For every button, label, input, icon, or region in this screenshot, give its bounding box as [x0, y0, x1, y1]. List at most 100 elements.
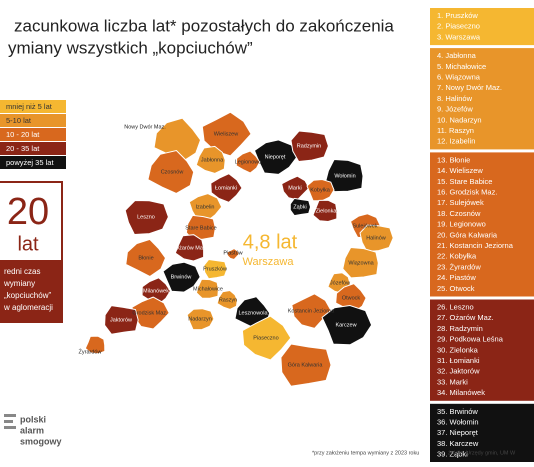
ranking-item: 19. Legionowo: [437, 220, 486, 229]
logo-icon: [4, 414, 16, 417]
region: [104, 305, 139, 335]
ranking-item: 17. Sulejówek: [437, 198, 484, 207]
ranking-item: 18. Czosnów: [437, 209, 481, 218]
center-value: 4,8 lat: [243, 231, 298, 253]
region-label: Piastów: [223, 250, 242, 256]
region: [342, 246, 379, 279]
ranking-group: [430, 152, 534, 297]
ranking-item: 33. Marki: [437, 377, 468, 386]
region-label: Piaseczno: [253, 335, 278, 341]
logo: [4, 414, 16, 429]
region: [216, 289, 238, 310]
region: [141, 277, 171, 305]
average-value: 20: [7, 191, 49, 233]
logo-text: smogowy: [20, 436, 62, 446]
region-label: Radzymin: [297, 143, 321, 149]
ranking-item: 9. Józefów: [437, 105, 473, 114]
ranking-item: 5. Michałowice: [437, 62, 486, 71]
region-label: Żyrardów: [79, 348, 102, 355]
ranking-item: 38. Karczew: [437, 439, 479, 448]
region: [201, 111, 252, 157]
ranking-item: 14. Wieliszew: [437, 166, 483, 175]
region-label: Wiązowna: [348, 260, 374, 266]
average-caption: w aglomeracji: [3, 303, 53, 312]
region: [281, 175, 310, 201]
ranking-item: 26. Leszno: [437, 302, 474, 311]
region: [324, 158, 364, 193]
footnote: *przy założeniu tempa wymiany z 2023 rok…: [312, 450, 419, 456]
legend-swatch: [0, 128, 66, 141]
region-label: Karczew: [335, 322, 356, 328]
region-label: Leszno: [137, 214, 155, 220]
region: [125, 238, 167, 278]
region: [195, 145, 226, 174]
average-caption: wymiany: [3, 279, 35, 288]
region-label: Nowy Dwór Maz.: [124, 124, 166, 130]
ranking-item: 3. Warszawa: [437, 32, 481, 41]
region-label: Stare Babice: [185, 225, 217, 231]
region-label: Grodzisk Maz.: [132, 310, 168, 316]
ranking-item: 24. Piastów: [437, 273, 476, 282]
ranking-item: 22. Kobyłka: [437, 252, 477, 261]
average-caption: „kopciuchów”: [4, 291, 51, 300]
region: [226, 248, 240, 261]
ranking-item: 21. Kostancin Jeziorna: [437, 241, 514, 250]
region: [84, 335, 106, 355]
region-label: Ożarów Maz.: [175, 245, 208, 251]
region-label: Milanówek: [143, 288, 169, 294]
legend-swatch: [0, 114, 66, 127]
ranking-item: 12. Izabelin: [437, 137, 475, 146]
region: [290, 130, 329, 163]
region-label: Otwock: [342, 295, 361, 301]
legend-swatch: [0, 156, 66, 169]
region: [124, 199, 169, 236]
region-label: Brwinów: [171, 274, 192, 280]
center-label: Warszawa: [243, 256, 295, 268]
region: [280, 343, 332, 387]
region-label: Lesznowola: [238, 310, 268, 316]
region-label: Góra Kalwaria: [288, 362, 324, 368]
ranking-item: 11. Raszyn: [437, 126, 474, 135]
region: [253, 139, 298, 175]
source: źródło: Urzędy gmin, UM W: [448, 450, 516, 456]
region-label: Sulejówek: [352, 223, 377, 229]
region: [147, 149, 195, 194]
region: [241, 315, 292, 361]
ranking-group: [430, 299, 534, 401]
logo-icon: [4, 420, 13, 423]
ranking-item: 39. Ząbki: [437, 450, 468, 459]
region: [153, 117, 202, 163]
region-label: Legionowo: [235, 159, 262, 165]
ranking-item: 34. Milanówek: [437, 388, 485, 397]
logo-text: polski: [20, 414, 46, 424]
region-label: Kobyłka: [310, 187, 331, 193]
map: Nowy Dwór Maz. Wieliszew Nieporęt Radzymin W…: [79, 111, 394, 387]
region: [195, 278, 219, 299]
ranking-item: 30. Zielonka: [437, 345, 479, 354]
ranking-group: [430, 8, 534, 46]
region: [359, 224, 394, 253]
average-caption: redni czas: [4, 267, 40, 276]
ranking-item: 20. Góra Kalwaria: [437, 230, 498, 239]
legend-label: 20 - 35 lat: [6, 144, 40, 153]
ranking-item: 1. Pruszków: [437, 11, 478, 20]
region: [321, 304, 373, 346]
ranking-item: 25. Otwock: [437, 284, 475, 293]
region-label: Czosnów: [161, 169, 184, 175]
region-label: Jabłonna: [201, 157, 224, 163]
ranking-item: 8. Halinów: [437, 94, 473, 103]
legend-label: mniej niż 5 lat: [6, 102, 53, 111]
region-label: Wołomin: [334, 173, 355, 179]
legend-label: powyżej 35 lat: [6, 158, 54, 167]
ranking-item: 28. Radzymin: [437, 324, 483, 333]
region-label: Raszyn: [219, 297, 237, 303]
ranking-item: 13. Błonie: [437, 155, 470, 164]
region-label: Błonie: [138, 255, 153, 261]
ranking-item: 37. Nieporęt: [437, 428, 479, 437]
region: [306, 178, 335, 202]
region-label: Halinów: [366, 235, 386, 241]
region: [185, 214, 216, 241]
region-label: Marki: [288, 185, 301, 191]
legend-label: 10 - 20 lat: [6, 130, 40, 139]
ranking-item: 36. Wołomin: [437, 417, 479, 426]
